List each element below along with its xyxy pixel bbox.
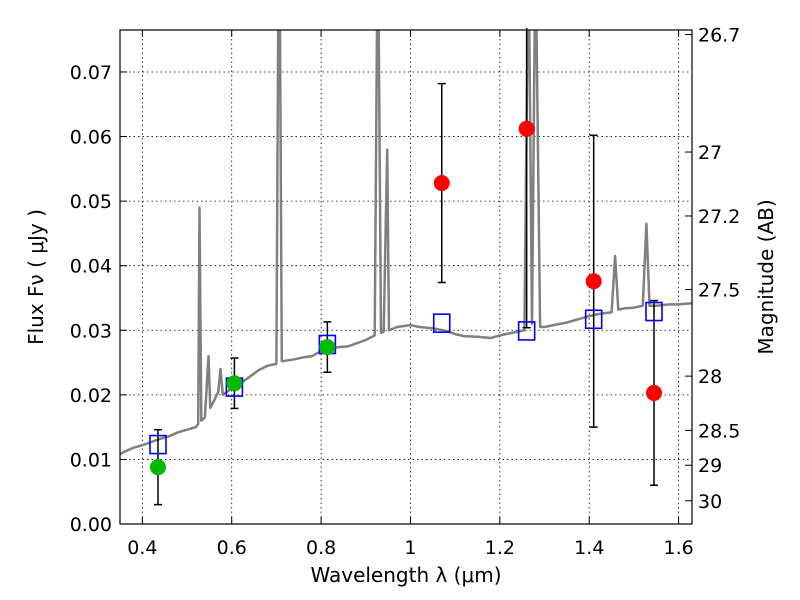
- grid: [120, 30, 692, 525]
- model-photometry-square: [517, 321, 536, 341]
- x-axis-label: Wavelength λ (μm): [310, 563, 501, 587]
- y-tick-label: 0.07: [70, 62, 112, 84]
- x-tick-label: 0.8: [306, 537, 336, 559]
- y-axis-label: Flux Fν ( μJy ): [24, 209, 48, 345]
- observed-point: [226, 375, 243, 392]
- x-tick-label: 1.2: [485, 537, 515, 559]
- observed-point: [433, 175, 450, 192]
- x-tick-label: 1.6: [663, 537, 693, 559]
- model-photometry-square: [645, 301, 663, 322]
- plot-area: [120, 28, 692, 506]
- y-tick-label: 0.02: [70, 385, 112, 407]
- y2-tick-label: 27.5: [698, 280, 740, 302]
- observed-point: [585, 273, 602, 290]
- y2-tick-label: 30: [698, 491, 722, 513]
- x-tick-label: 1.4: [574, 537, 604, 559]
- y-tick-label: 0.06: [70, 127, 112, 149]
- y-tick-label: 0.04: [70, 256, 112, 278]
- observed-point: [646, 384, 663, 401]
- observed-point: [149, 459, 166, 476]
- axis-ticks: 0.4 0.6 0.8 1 1.2 1.4 1.6 0.00 0.01 0.02 0.03 0.04 0…: [70, 25, 741, 559]
- clipped-plot: [120, 30, 692, 456]
- y2-tick-label: 26.7: [698, 25, 740, 47]
- model-photometry-square: [584, 309, 603, 330]
- spectrum-line: [120, 30, 692, 456]
- plot-frame: [119, 29, 693, 525]
- x-tick-label: 1: [404, 537, 416, 559]
- y2-tick-label: 27: [698, 142, 722, 164]
- y-tick-label: 0.05: [70, 191, 112, 213]
- y-tick-label: 0.03: [70, 320, 112, 342]
- y2-axis-label: Magnitude (AB): [754, 199, 778, 354]
- y2-tick-label: 28.5: [698, 420, 740, 442]
- observed-point: [319, 339, 336, 356]
- x-tick-label: 0.6: [217, 537, 247, 559]
- model-photometry-square: [432, 313, 451, 333]
- observed-point: [518, 120, 535, 137]
- y-tick-label: 0.01: [70, 449, 112, 471]
- y-tick-label: 0.00: [70, 514, 112, 536]
- x-tick-label: 0.4: [127, 537, 157, 559]
- model-photometry-square: [149, 434, 167, 455]
- y2-tick-label: 29: [698, 455, 722, 477]
- y2-tick-label: 28: [698, 366, 722, 388]
- y2-tick-label: 27.2: [698, 206, 740, 228]
